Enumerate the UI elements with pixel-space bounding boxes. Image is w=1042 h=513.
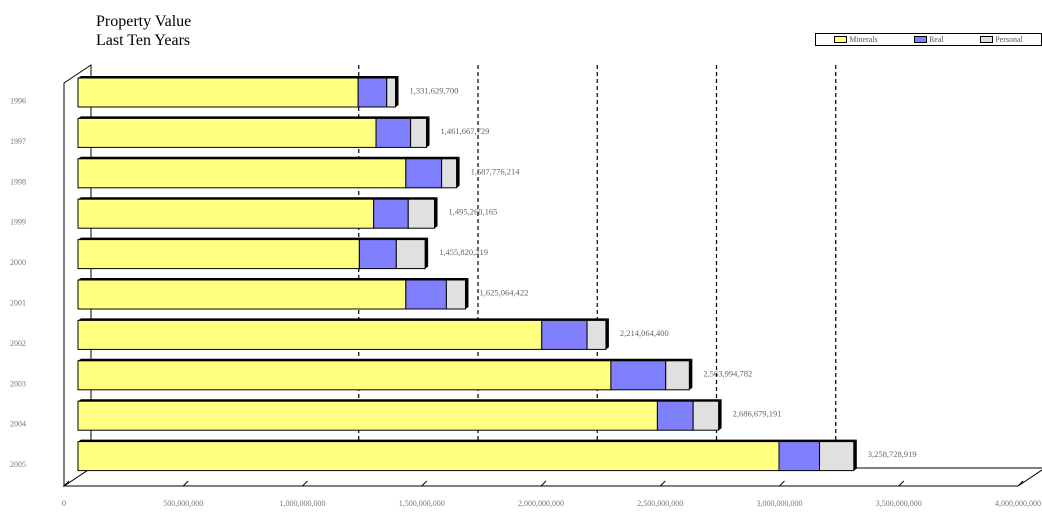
bar-segment-real (405, 158, 443, 189)
bar-side-edge (426, 116, 430, 148)
bar-segment-personal (665, 360, 690, 391)
bar-total-label: 1,461,667,729 (441, 126, 490, 136)
bar-total-label: 2,214,064,400 (620, 328, 669, 338)
bar-segment-minerals (77, 239, 360, 270)
x-tick-label: 2,500,000,000 (637, 499, 683, 508)
bar-total-label: 2,686,679,191 (733, 409, 782, 419)
bar-side-edge (853, 439, 857, 471)
y-category-label: 2004 (10, 420, 26, 429)
bar-total-label: 3,258,728,919 (868, 449, 917, 459)
x-tick-label: 3,500,000,000 (876, 499, 922, 508)
legend-swatch-real (914, 36, 928, 43)
bar-total-label: 1,587,776,214 (471, 166, 521, 176)
bar-segment-real (778, 441, 821, 472)
bar-segment-real (541, 319, 588, 350)
x-tick-mark (540, 480, 547, 487)
legend-label-real: Real (929, 35, 944, 44)
bar-side-edge (718, 399, 722, 431)
x-tick-label: 2,000,000,000 (518, 499, 564, 508)
bar-total-label: 1,455,820,219 (439, 247, 488, 257)
x-tick-mark (1017, 480, 1024, 487)
bar-segment-personal (386, 77, 397, 108)
x-tick-mark (302, 480, 308, 487)
bar-side-edge (425, 237, 429, 269)
bar-side-edge (395, 76, 399, 107)
bar-segment-real (358, 239, 397, 270)
x-tick-mark (421, 480, 428, 487)
x-tick-label: 1,000,000,000 (280, 499, 326, 508)
chart-title-line1: Property Value (96, 13, 192, 30)
bar-total-label: 1,331,629,700 (410, 86, 459, 96)
bar-segment-minerals (77, 117, 377, 148)
bar-segment-personal (441, 158, 458, 189)
chart-legend: Minerals Real Personal (815, 33, 1042, 46)
bar-segment-minerals (77, 158, 407, 189)
x-tick-mark (779, 480, 785, 487)
x-tick-mark (659, 480, 666, 487)
bar-segment-personal (692, 400, 720, 431)
x-tick-label: 1,500,000,000 (399, 499, 445, 508)
bar-segment-minerals (77, 279, 407, 310)
bar-segment-personal (445, 279, 466, 310)
x-tick-mark (63, 480, 70, 487)
y-category-label: 2000 (10, 258, 26, 267)
bar-side-edge (689, 358, 693, 390)
x-tick-label: 500,000,000 (163, 499, 203, 508)
bar-segment-real (357, 77, 388, 108)
bar-segment-real (656, 400, 694, 431)
bar-segment-personal (819, 441, 855, 472)
y-category-label: 2005 (10, 460, 26, 469)
legend-swatch-minerals (834, 36, 848, 43)
bar-segment-real (373, 198, 409, 229)
y-category-label: 1996 (10, 97, 26, 106)
x-tick-label: 4,000,000,000 (995, 499, 1041, 508)
legend-item-minerals: Minerals (834, 35, 878, 44)
y-category-label: 2002 (10, 339, 26, 348)
legend-item-real: Real (914, 35, 944, 44)
legend-swatch-personal (980, 36, 994, 43)
x-tick-mark (898, 480, 905, 487)
x-tick-label: 0 (62, 499, 66, 508)
bar-segment-minerals (77, 400, 658, 431)
bar-segment-minerals (77, 319, 543, 350)
x-tick-label: 3,000,000,000 (757, 499, 803, 508)
bar-segment-personal (586, 319, 607, 350)
y-category-label: 1999 (10, 218, 26, 227)
y-category-label: 2003 (10, 379, 26, 388)
legend-label-minerals: Minerals (849, 35, 878, 44)
bar-segment-real (375, 117, 412, 148)
bar-segment-personal (395, 239, 426, 270)
bar-segment-minerals (77, 441, 780, 472)
bar-segment-personal (410, 117, 428, 148)
x-tick-mark (182, 480, 189, 487)
y-category-label: 1997 (10, 137, 26, 146)
bar-side-edge (456, 156, 460, 188)
legend-label-personal: Personal (995, 35, 1023, 44)
bar-segment-minerals (77, 198, 375, 229)
bar-total-label: 2,563,994,782 (703, 368, 752, 378)
bar-segment-minerals (77, 77, 359, 108)
bar-side-edge (465, 278, 469, 309)
bar-segment-personal (407, 198, 436, 229)
bar-segment-real (405, 279, 447, 310)
bar-total-label: 1,495,260,165 (449, 207, 498, 217)
bar-segment-minerals (77, 360, 612, 391)
chart-title: Property Value Last Ten Years (96, 12, 191, 50)
bar-side-edge (605, 318, 609, 350)
bar-total-label: 1,625,064,422 (479, 288, 528, 298)
chart-title-line2: Last Ten Years (96, 32, 191, 49)
y-category-label: 1998 (10, 177, 26, 186)
bar-segment-real (610, 360, 667, 391)
y-category-label: 2001 (10, 299, 26, 308)
legend-item-personal: Personal (980, 35, 1023, 44)
bar-side-edge (434, 197, 438, 229)
